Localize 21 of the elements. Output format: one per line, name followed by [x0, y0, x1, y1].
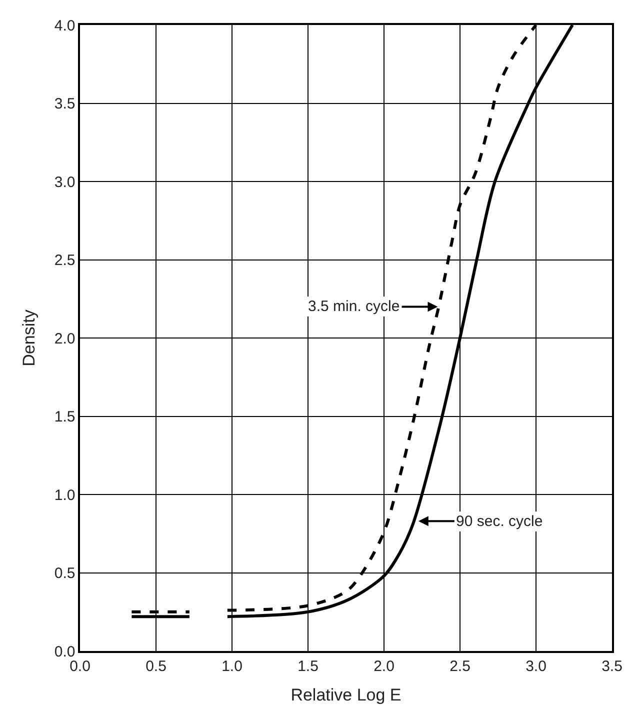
y-tick-label: 4.0 [54, 17, 76, 34]
x-tick-label: 1.5 [298, 658, 318, 675]
x-axis-title: Relative Log E [290, 686, 402, 705]
x-tick-label: 0.0 [70, 658, 90, 675]
y-tick-label: 0.0 [54, 643, 76, 660]
y-tick-label: 2.0 [54, 330, 76, 348]
x-tick-label: 2.0 [374, 658, 394, 675]
x-tick-label: 3.5 [602, 658, 622, 675]
y-tick-label: 1.0 [54, 486, 76, 504]
annotation: 90 sec. cycle [456, 513, 543, 530]
y-axis-title: Density [19, 309, 38, 366]
y-tick-label: 3.5 [54, 96, 76, 112]
x-tick-label: 2.5 [450, 658, 470, 675]
x-tick-label: 1.0 [222, 658, 242, 675]
y-tick-label: 3.0 [54, 174, 76, 191]
annotation: 3.5 min. cycle [308, 298, 400, 315]
y-tick-label: 2.5 [54, 252, 76, 269]
x-tick-label: 3.0 [526, 658, 546, 675]
x-tick-label: 0.5 [146, 658, 166, 675]
y-tick-label: 0.5 [54, 565, 76, 582]
y-tick-label: 1.5 [54, 408, 76, 426]
